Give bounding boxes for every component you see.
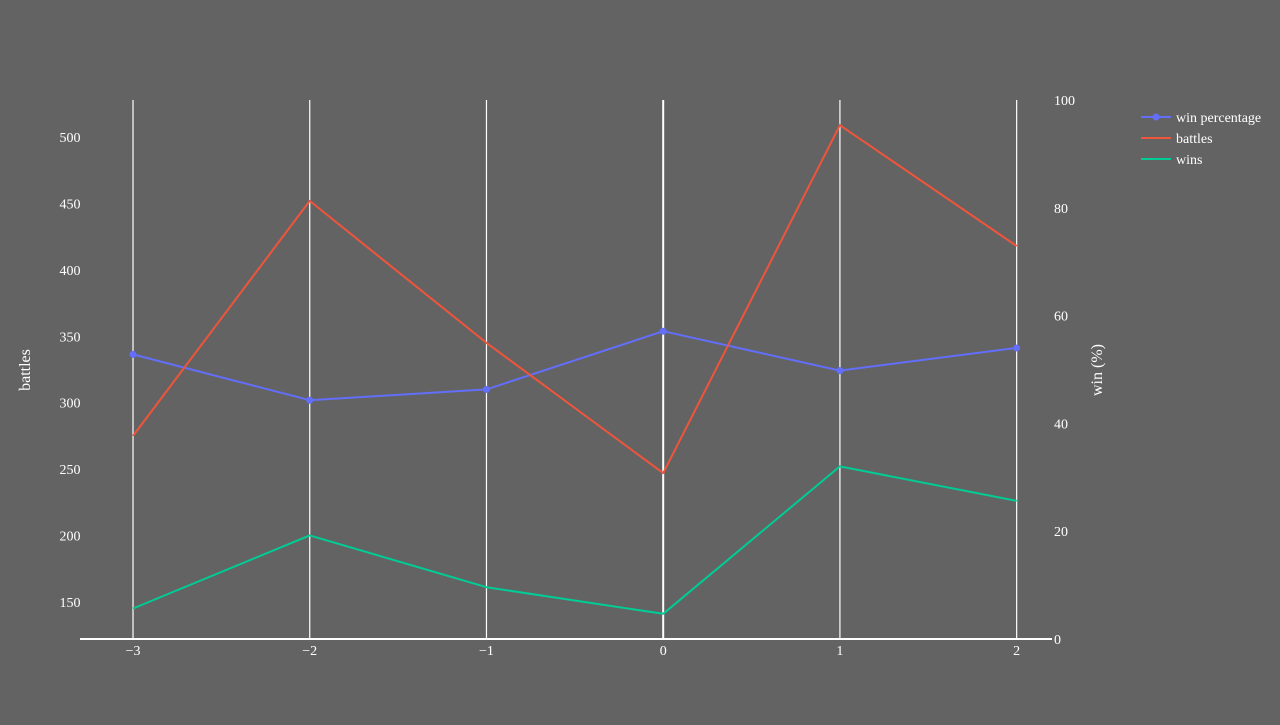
- legend-marker: [1152, 113, 1160, 121]
- x-tick-label: 1: [836, 644, 843, 659]
- legend-entry-label: win percentage: [1176, 111, 1261, 126]
- x-gridlines: [132, 100, 1018, 639]
- left-y-tick-label: 500: [60, 131, 81, 146]
- data-point: [836, 367, 844, 375]
- left-y-tick-label: 200: [60, 529, 81, 544]
- x-tick-label: −2: [302, 644, 317, 659]
- data-point: [129, 350, 137, 358]
- series-line-win-percentage: [132, 330, 1017, 402]
- series-line-wins: [132, 465, 1017, 615]
- right-y-axis-title: win (%): [1089, 344, 1106, 396]
- right-y-tick-label: 40: [1054, 417, 1068, 432]
- series-line-battles: [132, 124, 1018, 475]
- right-y-tick-label: 60: [1054, 310, 1068, 325]
- x-tick-label: 0: [660, 644, 667, 659]
- legend-entry-label: wins: [1176, 153, 1202, 168]
- data-point: [1013, 344, 1021, 352]
- data-point: [659, 327, 667, 335]
- right-y-tick-label: 80: [1054, 202, 1068, 217]
- data-point: [306, 396, 314, 404]
- left-y-tick-label: 450: [60, 198, 81, 213]
- x-tick-label: 2: [1013, 644, 1020, 659]
- axes: −3 −2 −1 0 1 2 150 200 250 300 350 400 450 500 0 20 40 60…: [17, 94, 1106, 659]
- legend[interactable]: win percentage battles wins: [1141, 111, 1261, 168]
- left-y-tick-label: 350: [60, 330, 81, 345]
- x-tick-label: −3: [126, 644, 141, 659]
- left-y-tick-label: 300: [60, 397, 81, 412]
- left-y-axis-title: battles: [17, 349, 34, 391]
- x-tick-label: −1: [479, 644, 494, 659]
- left-y-tick-label: 150: [60, 596, 81, 611]
- right-y-tick-label: 100: [1054, 94, 1075, 109]
- left-y-tick-label: 250: [60, 463, 81, 478]
- legend-entry-label: battles: [1176, 132, 1213, 147]
- right-y-tick-label: 20: [1054, 525, 1068, 540]
- right-y-tick-label: 0: [1054, 633, 1061, 648]
- series-lines: [129, 124, 1021, 615]
- left-y-tick-label: 400: [60, 264, 81, 279]
- data-point: [482, 385, 490, 393]
